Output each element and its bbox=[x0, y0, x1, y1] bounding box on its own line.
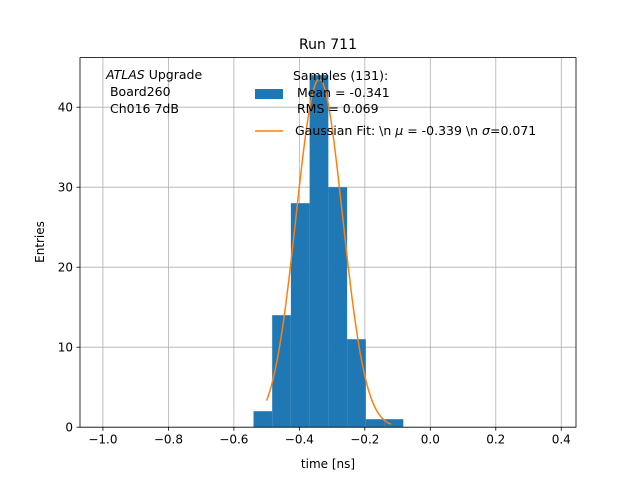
y-tick-label: 10 bbox=[58, 341, 73, 355]
y-tick-label: 20 bbox=[58, 261, 73, 275]
histogram-bar bbox=[309, 75, 329, 428]
y-tick-label: 30 bbox=[58, 181, 73, 195]
svg-text:ATLAS Upgrade: ATLAS Upgrade bbox=[105, 67, 202, 82]
gaussian-fit-curve bbox=[265, 78, 392, 425]
legend-fit-sigma-symbol: σ bbox=[482, 123, 491, 138]
y-tick-label: 0 bbox=[65, 421, 73, 435]
legend-hist-swatch bbox=[255, 89, 283, 99]
legend: Samples (131): Mean = -0.341 RMS = 0.069… bbox=[255, 68, 536, 138]
histogram-bar bbox=[365, 419, 385, 428]
x-tick-label: −0.4 bbox=[285, 433, 314, 447]
x-tick-label: −1.0 bbox=[88, 433, 117, 447]
plot-frame bbox=[79, 57, 577, 428]
histogram-bars bbox=[253, 75, 404, 428]
legend-fit-mu-symbol: μ bbox=[394, 123, 403, 138]
x-tick-label: −0.2 bbox=[350, 433, 379, 447]
legend-hist-line-1: Samples (131): bbox=[293, 68, 388, 83]
annotation-atlas: ATLAS bbox=[105, 67, 145, 82]
legend-hist-line-2: Mean = -0.341 bbox=[293, 85, 390, 100]
annotation-upgrade: Upgrade bbox=[145, 67, 203, 82]
x-tick-label: 0.4 bbox=[552, 433, 571, 447]
x-axis-label: time [ns] bbox=[301, 457, 355, 471]
chart-title: Run 711 bbox=[299, 37, 357, 53]
histogram-bar bbox=[384, 419, 404, 428]
x-tick-label: 0.0 bbox=[421, 433, 440, 447]
legend-fit-mu-value: = -0.339 \n bbox=[403, 123, 482, 138]
atlas-annotation: ATLAS Upgrade Board260 Ch016 7dB bbox=[105, 67, 202, 116]
legend-fit-sigma-value: =0.071 bbox=[490, 123, 536, 138]
histogram-bar bbox=[253, 411, 273, 428]
annotation-channel: Ch016 7dB bbox=[106, 101, 179, 116]
histogram-bar bbox=[328, 187, 348, 428]
legend-fit-label: Gaussian Fit: \n μ = -0.339 \n σ=0.071 bbox=[295, 123, 536, 138]
y-tick-label: 40 bbox=[58, 101, 73, 115]
x-tick-label: −0.8 bbox=[154, 433, 183, 447]
annotation-board: Board260 bbox=[106, 84, 171, 99]
x-axis-ticks: −1.0 −0.8 −0.6 −0.4 −0.2 0.0 0.2 0.4 bbox=[88, 427, 571, 447]
y-axis-label: Entries bbox=[33, 221, 47, 263]
histogram-bar bbox=[290, 203, 310, 428]
histogram-bar bbox=[347, 339, 366, 428]
x-tick-label: −0.6 bbox=[219, 433, 248, 447]
legend-hist-line-3: RMS = 0.069 bbox=[293, 101, 379, 116]
x-tick-label: 0.2 bbox=[486, 433, 505, 447]
histogram-bar bbox=[272, 315, 291, 428]
y-axis-ticks: 0 10 20 30 40 bbox=[58, 101, 80, 435]
legend-fit-prefix: Gaussian Fit: \n bbox=[295, 123, 395, 138]
